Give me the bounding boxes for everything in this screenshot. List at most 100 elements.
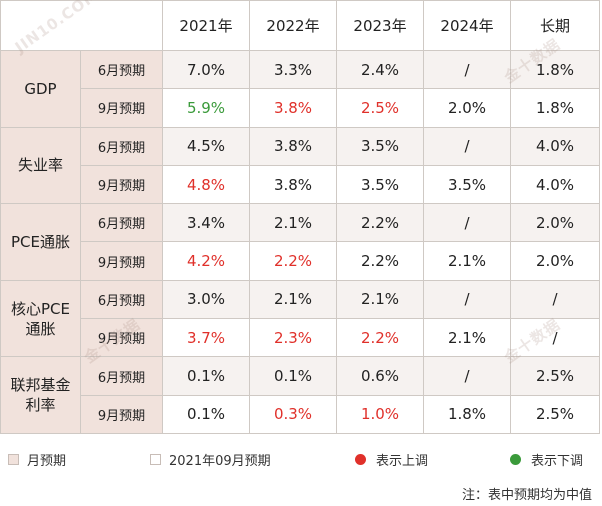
- value-cell: 3.8%: [249, 126, 337, 166]
- table-row: 9月预期 0.1% 0.3% 1.0% 1.8% 2.5%: [1, 394, 600, 434]
- value-cell: 2.2%: [336, 241, 424, 281]
- value-cell: 2.1%: [249, 279, 337, 320]
- pink-square-icon: [8, 454, 19, 465]
- value-cell: /: [423, 279, 511, 320]
- green-dot-icon: [510, 454, 521, 465]
- value-cell: 7.0%: [162, 49, 250, 90]
- value-cell: 2.0%: [510, 203, 600, 243]
- indicator-unemployment: 失业率: [0, 126, 81, 205]
- indicator-name-line2: 通胀: [25, 319, 56, 338]
- row-label: 6月预期: [80, 279, 163, 320]
- indicator-core-pce: 核心PCE 通胀: [0, 279, 81, 358]
- value-cell: 3.5%: [423, 164, 511, 205]
- value-cell-up: 2.2%: [249, 241, 337, 281]
- row-label: 9月预期: [80, 394, 163, 434]
- value-cell: /: [510, 279, 600, 320]
- header-row: 2021年 2022年 2023年 2024年 长期: [0, 0, 600, 51]
- value-cell-up: 3.8%: [249, 88, 337, 128]
- legend-up: 表示上调: [355, 450, 428, 469]
- row-label: 9月预期: [80, 164, 163, 205]
- legend: 月预期 2021年09月预期 表示上调 表示下调: [0, 450, 602, 470]
- value-cell: /: [423, 203, 511, 243]
- row-label: 6月预期: [80, 203, 163, 243]
- indicator-fed-funds-rate: 联邦基金 利率: [0, 356, 81, 434]
- value-cell: /: [510, 318, 600, 358]
- year-header: 2024年: [423, 0, 511, 51]
- value-cell: 2.1%: [423, 241, 511, 281]
- value-cell: 0.1%: [162, 394, 250, 434]
- indicator-gdp: GDP: [0, 50, 81, 128]
- year-header: 2021年: [162, 0, 250, 51]
- value-cell: 2.4%: [336, 49, 424, 90]
- white-square-icon: [150, 454, 161, 465]
- table-row: 失业率 6月预期 4.5% 3.8% 3.5% / 4.0%: [0, 126, 600, 205]
- value-cell: 1.8%: [510, 49, 600, 90]
- legend-down: 表示下调: [510, 450, 583, 469]
- row-label: 9月预期: [80, 88, 163, 128]
- value-cell-up: 4.2%: [162, 241, 250, 281]
- table-row: PCE通胀 6月预期 3.4% 2.1% 2.2% / 2.0%: [0, 203, 600, 281]
- legend-june: 月预期: [8, 450, 66, 469]
- value-cell: 1.8%: [510, 88, 600, 128]
- legend-up-label: 表示上调: [376, 454, 429, 469]
- value-cell-up: 2.3%: [249, 318, 337, 358]
- value-cell: 1.8%: [423, 394, 511, 434]
- table-row: 9月预期 3.7% 2.3% 2.2% 2.1% /: [1, 318, 600, 358]
- footnote: 注：表中预期均为中值: [461, 488, 592, 503]
- value-cell: 4.0%: [510, 126, 600, 166]
- legend-down-label: 表示下调: [531, 454, 584, 469]
- value-cell: 0.1%: [249, 356, 337, 396]
- red-dot-icon: [355, 454, 366, 465]
- value-cell: 0.1%: [162, 356, 250, 396]
- table-row: 核心PCE 通胀 6月预期 3.0% 2.1% 2.1% / /: [0, 279, 600, 358]
- value-cell: 4.0%: [510, 164, 600, 205]
- legend-sept-label: 2021年09月预期: [169, 454, 271, 469]
- value-cell-up: 4.8%: [162, 164, 250, 205]
- indicator-name-line2: 利率: [25, 396, 56, 415]
- table-row: 9月预期 4.8% 3.8% 3.5% 3.5% 4.0%: [1, 164, 600, 205]
- value-cell: 4.5%: [162, 126, 250, 166]
- value-cell: 2.0%: [423, 88, 511, 128]
- year-header: 2022年: [249, 0, 337, 51]
- value-cell: 2.2%: [336, 203, 424, 243]
- row-label: 9月预期: [80, 241, 163, 281]
- value-cell: /: [423, 49, 511, 90]
- value-cell: 2.0%: [510, 241, 600, 281]
- row-label: 6月预期: [80, 49, 163, 90]
- value-cell-up: 2.2%: [336, 318, 424, 358]
- value-cell: 3.8%: [249, 164, 337, 205]
- value-cell: 3.3%: [249, 49, 337, 90]
- year-header: 2023年: [336, 0, 424, 51]
- value-cell: 2.1%: [423, 318, 511, 358]
- legend-june-label: 月预期: [27, 454, 67, 469]
- value-cell: 2.5%: [510, 394, 600, 434]
- value-cell-up: 1.0%: [336, 394, 424, 434]
- value-cell: /: [423, 126, 511, 166]
- table-row: 联邦基金 利率 6月预期 0.1% 0.1% 0.6% / 2.5%: [0, 356, 600, 434]
- value-cell-up: 2.5%: [336, 88, 424, 128]
- indicator-name-line1: 核心PCE: [11, 299, 70, 318]
- legend-sept: 2021年09月预期: [150, 450, 271, 469]
- row-label: 6月预期: [80, 356, 163, 396]
- indicator-name-line1: 联邦基金: [10, 376, 71, 395]
- value-cell: 2.5%: [510, 356, 600, 396]
- row-label: 9月预期: [80, 318, 163, 358]
- table-row: GDP 6月预期 7.0% 3.3% 2.4% / 1.8%: [0, 49, 600, 128]
- value-cell-up: 3.7%: [162, 318, 250, 358]
- value-cell: /: [423, 356, 511, 396]
- projection-table: 2021年 2022年 2023年 2024年 长期 GDP 6月预期 7.0%…: [0, 0, 600, 434]
- value-cell: 3.5%: [336, 126, 424, 166]
- table-row: 9月预期 4.2% 2.2% 2.2% 2.1% 2.0%: [1, 241, 600, 281]
- value-cell: 3.0%: [162, 279, 250, 320]
- value-cell-up: 0.3%: [249, 394, 337, 434]
- indicator-pce: PCE通胀: [0, 203, 81, 281]
- long-term-header: 长期: [510, 0, 600, 51]
- table-row: 9月预期 5.9% 3.8% 2.5% 2.0% 1.8%: [1, 88, 600, 128]
- value-cell: 3.4%: [162, 203, 250, 243]
- corner-cell: [0, 0, 163, 51]
- value-cell: 2.1%: [336, 279, 424, 320]
- value-cell: 0.6%: [336, 356, 424, 396]
- value-cell: 2.1%: [249, 203, 337, 243]
- value-cell: 3.5%: [336, 164, 424, 205]
- value-cell-down: 5.9%: [162, 88, 250, 128]
